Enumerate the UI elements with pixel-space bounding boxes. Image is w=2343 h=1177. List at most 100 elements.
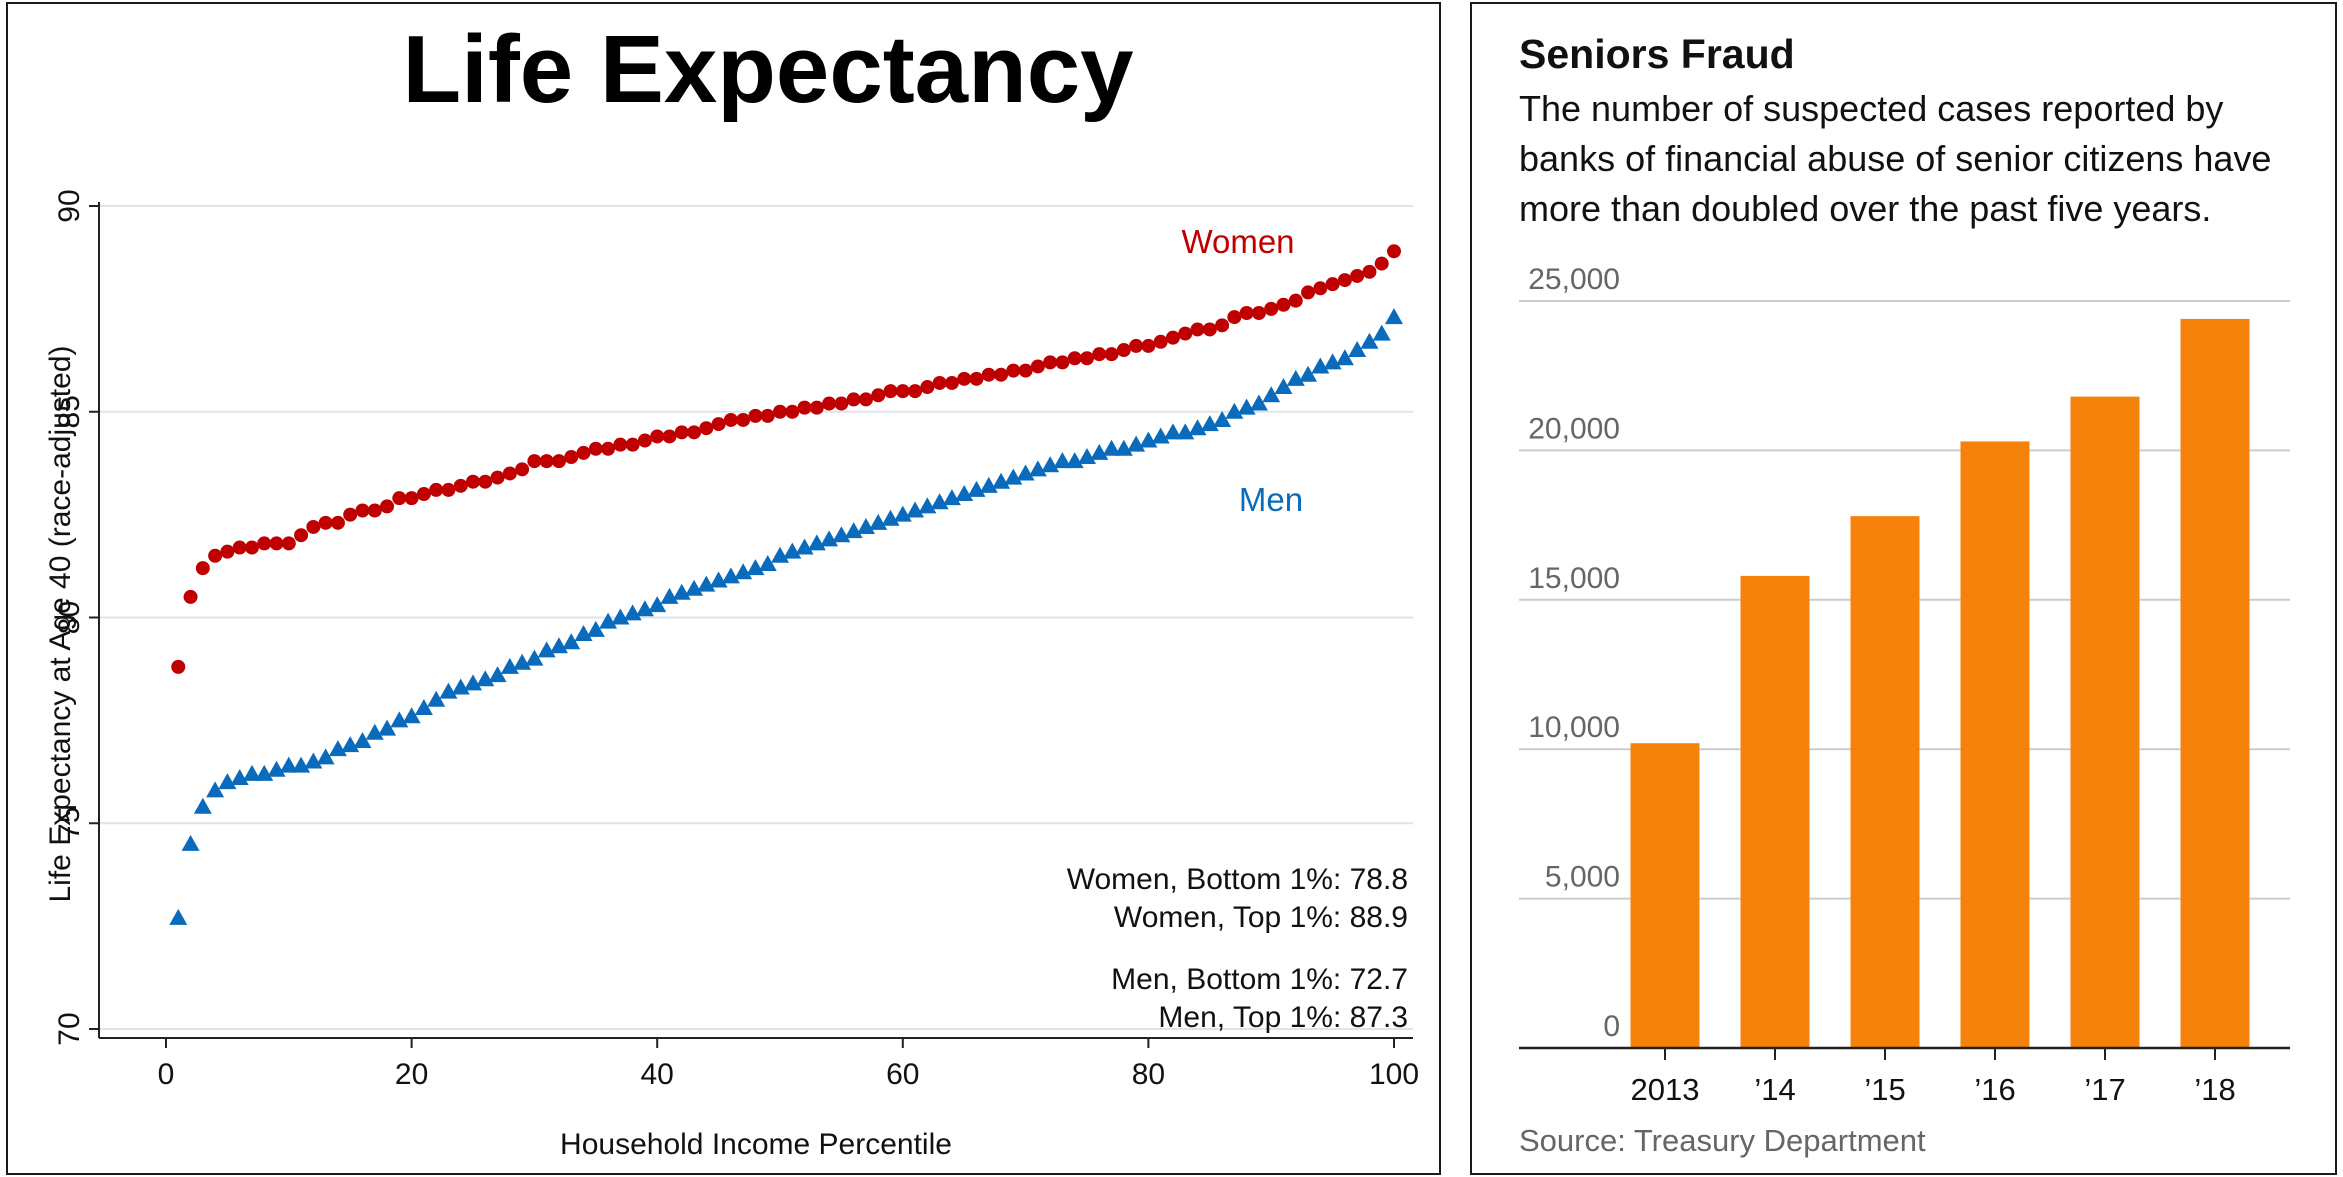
men-point (549, 637, 568, 654)
men-point (611, 608, 630, 625)
women-point (809, 400, 824, 415)
women-point (220, 544, 235, 559)
men-point (1335, 349, 1354, 366)
women-point (1276, 297, 1291, 312)
men-point (193, 797, 212, 814)
men-point (1213, 410, 1232, 427)
men-point (341, 736, 360, 753)
women-point (257, 536, 272, 551)
men-point (1311, 357, 1330, 374)
men-point (1323, 353, 1342, 370)
axes: 0 5,000 10,000 15,000 20,000 25,000 2013 ’14 ’15… (1519, 263, 2290, 1107)
men-point (1360, 332, 1379, 349)
x-tick-label: 60 (886, 1058, 919, 1091)
women-point (760, 408, 775, 423)
men-point (1274, 378, 1293, 395)
women-point (195, 561, 210, 576)
women-point (797, 400, 812, 415)
x-tick-label: 100 (1369, 1058, 1419, 1091)
men-point (783, 542, 802, 559)
women-point (674, 425, 689, 440)
men-point (1078, 448, 1096, 465)
x-tick-label: ’15 (1864, 1072, 1905, 1107)
men-point (1028, 460, 1047, 477)
women-point (1104, 347, 1119, 362)
men-point (979, 476, 998, 493)
men-point (1004, 468, 1023, 485)
men-point (660, 587, 679, 604)
bar (1850, 516, 1920, 1048)
men-point (562, 633, 581, 650)
women-point (920, 380, 935, 395)
women-point (1264, 301, 1279, 316)
women-point (1080, 351, 1094, 366)
men-point (1053, 452, 1072, 469)
men-point (353, 731, 372, 748)
men-point (328, 740, 347, 757)
men-point (574, 624, 593, 641)
subtitle-line-2: banks of financial abuse of senior citiz… (1519, 138, 2271, 179)
men-point (721, 567, 740, 584)
women-point (416, 487, 431, 502)
women-point (1006, 363, 1021, 378)
men-point (1065, 452, 1084, 469)
women-point (294, 528, 309, 543)
men-point (218, 773, 237, 790)
women-point (1337, 273, 1352, 288)
women-series (171, 244, 1401, 674)
bar (1960, 441, 2030, 1048)
men-point (439, 682, 458, 699)
men-point (832, 526, 851, 543)
y-tick-label: 70 (53, 1012, 86, 1045)
women-point (699, 421, 714, 436)
men-point (488, 666, 507, 683)
women-point (1116, 343, 1131, 358)
women-point (1227, 310, 1242, 325)
women-point (650, 429, 665, 444)
subtitle-line-1: The number of suspected cases reported b… (1519, 88, 2223, 129)
men-point (635, 600, 654, 617)
men-point (316, 748, 335, 765)
men-point (402, 707, 421, 724)
women-point (711, 417, 726, 432)
x-tick-label: ’18 (2194, 1072, 2235, 1107)
x-tick-label: 20 (395, 1058, 428, 1091)
men-point (390, 711, 409, 728)
women-point (466, 474, 480, 489)
men-point (1114, 439, 1133, 456)
women-point (281, 536, 296, 551)
women-point (748, 408, 763, 423)
women-point (515, 462, 530, 477)
x-tick-label: ’16 (1974, 1072, 2015, 1107)
men-point (1102, 439, 1121, 456)
men-point (746, 559, 765, 576)
women-point (637, 433, 652, 448)
men-point (586, 620, 605, 637)
men-point (1225, 402, 1244, 419)
men-point (1200, 415, 1219, 432)
women-point (858, 392, 873, 407)
note-men-top: Men, Top 1%: 87.3 (1158, 1001, 1408, 1034)
note-men-bottom: Men, Bottom 1%: 72.7 (1111, 963, 1408, 996)
women-point (478, 474, 493, 489)
women-point (957, 371, 972, 386)
women-point (969, 371, 984, 386)
men-point (1262, 386, 1281, 403)
women-point (392, 491, 407, 506)
women-point (1055, 355, 1070, 370)
women-point (183, 589, 198, 604)
y-tick-label: 75 (53, 807, 86, 840)
women-point (1215, 318, 1230, 333)
men-point (623, 604, 642, 621)
women-point (355, 503, 370, 518)
women-point (404, 491, 419, 506)
men-point (1176, 423, 1195, 440)
men-point (967, 480, 986, 497)
men-point (685, 579, 704, 596)
bars (1630, 318, 2250, 1049)
life-expectancy-panel: Life Expectancy 70 75 80 85 90 0 20 40 60 80 100 L… (6, 2, 1441, 1175)
men-point (304, 752, 323, 769)
men-point (1127, 435, 1146, 452)
women-point (380, 499, 395, 514)
women-point (834, 396, 849, 411)
